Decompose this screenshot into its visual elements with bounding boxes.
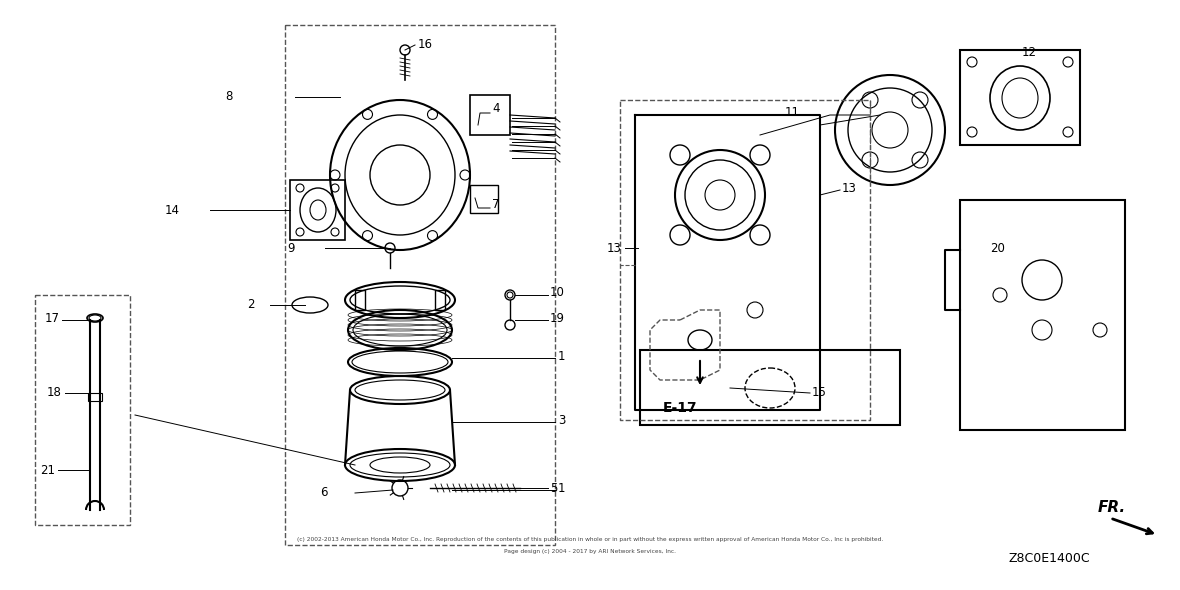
Bar bbox=[355, 290, 365, 310]
Text: 10: 10 bbox=[550, 286, 565, 299]
Text: 14: 14 bbox=[165, 204, 181, 217]
Text: 1: 1 bbox=[558, 349, 565, 362]
Text: (c) 2002-2013 American Honda Motor Co., Inc. Reproduction of the contents of thi: (c) 2002-2013 American Honda Motor Co., … bbox=[297, 537, 883, 542]
Bar bbox=[640, 350, 900, 425]
Text: 1: 1 bbox=[558, 481, 565, 494]
Bar bbox=[286, 25, 555, 545]
Bar bbox=[961, 200, 1125, 430]
Text: 17: 17 bbox=[45, 312, 60, 325]
Text: Z8C0E1400C: Z8C0E1400C bbox=[1009, 552, 1090, 565]
Text: 11: 11 bbox=[785, 106, 800, 119]
Text: 2: 2 bbox=[248, 299, 255, 312]
Text: 9: 9 bbox=[288, 241, 295, 254]
Bar bbox=[961, 50, 1080, 145]
Text: 7: 7 bbox=[492, 198, 499, 211]
Text: 20: 20 bbox=[990, 241, 1005, 254]
Bar bbox=[470, 185, 498, 213]
Bar bbox=[435, 290, 445, 310]
Text: 13: 13 bbox=[843, 182, 857, 195]
Bar bbox=[290, 180, 345, 240]
Text: E-17: E-17 bbox=[663, 401, 697, 415]
Text: 21: 21 bbox=[40, 464, 55, 477]
Text: 16: 16 bbox=[418, 38, 433, 51]
Text: 18: 18 bbox=[47, 386, 63, 399]
Text: 19: 19 bbox=[550, 312, 565, 325]
Text: 4: 4 bbox=[492, 101, 499, 114]
Text: Page design (c) 2004 - 2017 by ARI Network Services, Inc.: Page design (c) 2004 - 2017 by ARI Netwo… bbox=[504, 549, 676, 555]
Bar bbox=[88, 393, 101, 401]
Text: 6: 6 bbox=[321, 487, 328, 500]
Text: 13: 13 bbox=[608, 241, 622, 254]
Text: 5: 5 bbox=[550, 481, 557, 494]
Text: 8: 8 bbox=[225, 90, 232, 103]
Text: 15: 15 bbox=[812, 386, 827, 399]
Text: 3: 3 bbox=[558, 414, 565, 427]
Bar bbox=[35, 295, 130, 525]
Text: 12: 12 bbox=[1022, 45, 1037, 58]
Text: FR.: FR. bbox=[1099, 500, 1126, 516]
Bar bbox=[470, 95, 510, 135]
